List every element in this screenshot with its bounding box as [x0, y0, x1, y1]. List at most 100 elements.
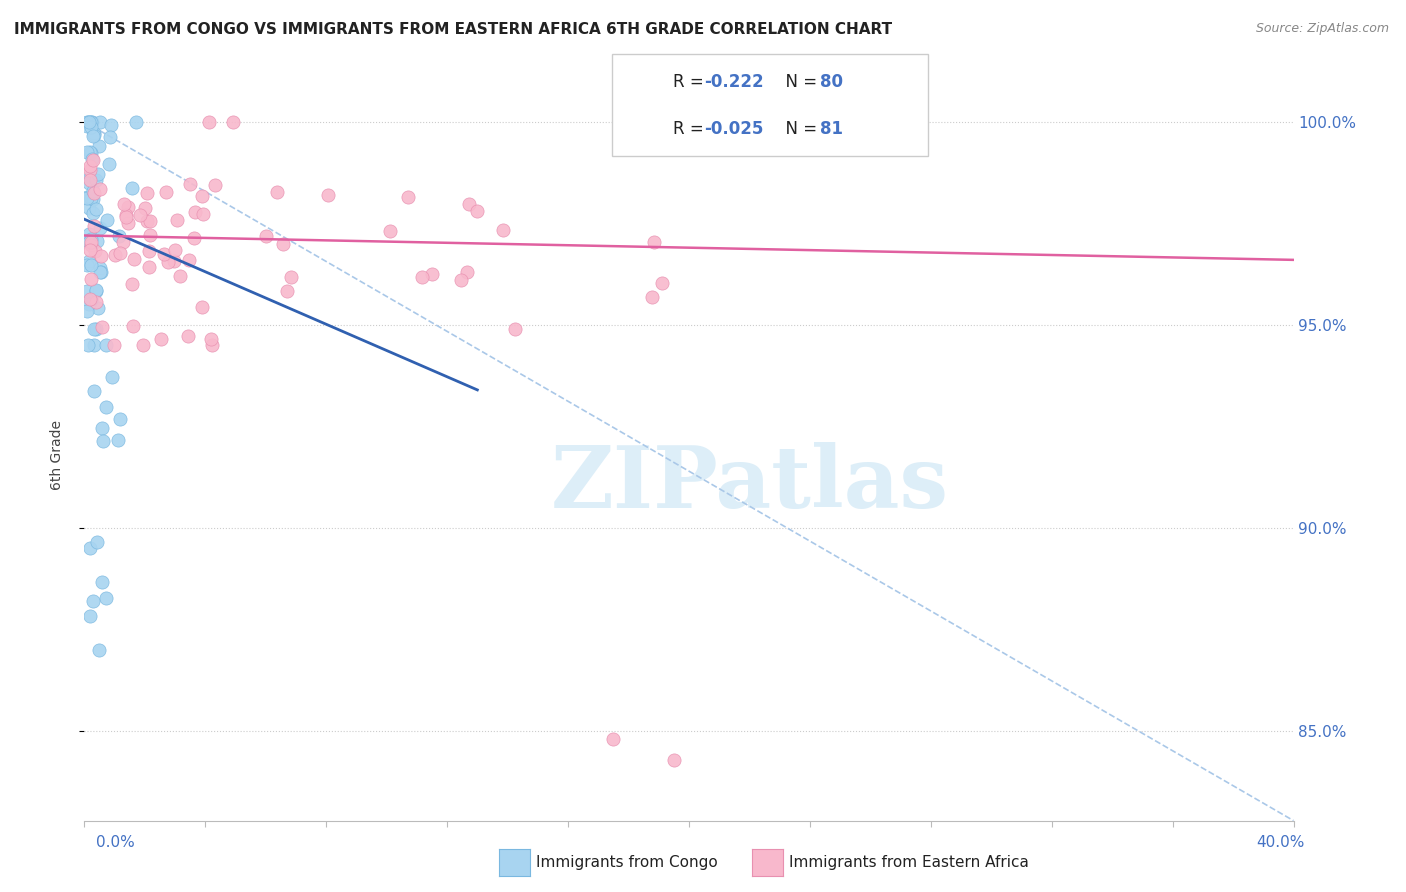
- Point: [104, 248, 127, 262]
- Point: [103, 338, 125, 352]
- Point: [94, 401, 117, 415]
- Text: 81: 81: [820, 120, 842, 138]
- Point: [176, 329, 198, 343]
- Point: [179, 253, 201, 268]
- Point: [83, 384, 105, 398]
- Point: [84, 295, 107, 310]
- Point: [169, 268, 191, 283]
- Point: [79, 608, 101, 623]
- Point: [82, 128, 104, 143]
- Point: [86, 284, 108, 298]
- Point: [136, 214, 159, 228]
- Point: [396, 190, 419, 204]
- Point: [121, 277, 143, 292]
- Point: [458, 197, 481, 211]
- Point: [77, 114, 100, 128]
- Point: [139, 214, 162, 228]
- Point: [79, 235, 101, 250]
- Point: [82, 594, 104, 608]
- Point: [651, 276, 673, 290]
- Point: [80, 292, 103, 306]
- Point: [138, 244, 160, 259]
- Point: [91, 575, 114, 590]
- Point: [80, 145, 103, 160]
- Point: [83, 128, 105, 142]
- Point: [83, 186, 105, 200]
- Point: [83, 321, 105, 335]
- Text: 0.0%: 0.0%: [96, 836, 135, 850]
- Point: [79, 169, 101, 184]
- Point: [82, 206, 104, 220]
- Point: [76, 145, 98, 159]
- Point: [200, 332, 222, 346]
- Text: R =: R =: [673, 120, 710, 138]
- Point: [79, 201, 101, 215]
- Point: [153, 246, 176, 260]
- Point: [86, 535, 108, 549]
- Point: [190, 300, 212, 314]
- Point: [80, 191, 103, 205]
- Point: [89, 114, 111, 128]
- Point: [108, 411, 131, 425]
- Point: [90, 421, 112, 435]
- Point: [87, 301, 110, 315]
- Point: [135, 186, 157, 200]
- Point: [420, 268, 443, 282]
- Point: [84, 173, 107, 187]
- Point: [465, 203, 488, 218]
- Point: [79, 243, 101, 257]
- Point: [87, 168, 110, 182]
- Point: [138, 260, 160, 275]
- Text: IMMIGRANTS FROM CONGO VS IMMIGRANTS FROM EASTERN AFRICA 6TH GRADE CORRELATION CH: IMMIGRANTS FROM CONGO VS IMMIGRANTS FROM…: [14, 22, 893, 37]
- Point: [80, 232, 103, 246]
- Point: [456, 265, 478, 279]
- Point: [165, 243, 187, 257]
- Point: [149, 332, 172, 346]
- Point: [134, 202, 156, 216]
- Point: [318, 187, 340, 202]
- Point: [411, 270, 433, 285]
- Point: [82, 114, 104, 128]
- Point: [79, 173, 101, 187]
- Point: [83, 126, 105, 140]
- Point: [101, 370, 124, 384]
- Point: [84, 321, 107, 335]
- Point: [114, 196, 136, 211]
- Point: [89, 265, 111, 279]
- Point: [155, 185, 177, 199]
- Point: [80, 293, 103, 307]
- Point: [76, 338, 98, 352]
- Point: [76, 303, 98, 318]
- Point: [179, 177, 201, 191]
- Point: [86, 234, 108, 248]
- Point: [132, 338, 155, 352]
- Point: [115, 208, 138, 222]
- Point: [198, 114, 221, 128]
- Point: [89, 260, 111, 275]
- Point: [79, 163, 101, 178]
- Text: -0.025: -0.025: [704, 120, 763, 138]
- Point: [89, 643, 111, 657]
- Point: [80, 235, 103, 249]
- Point: [79, 541, 101, 556]
- Point: [76, 191, 98, 205]
- Point: [450, 273, 472, 287]
- Point: [139, 228, 162, 243]
- Point: [110, 246, 132, 260]
- Point: [115, 211, 138, 225]
- Point: [76, 114, 98, 128]
- Point: [96, 591, 118, 605]
- Point: [87, 139, 110, 153]
- Point: [89, 182, 111, 196]
- Text: 40.0%: 40.0%: [1257, 836, 1305, 850]
- Point: [77, 227, 100, 241]
- Point: [266, 185, 288, 199]
- Point: [84, 284, 107, 298]
- Point: [107, 434, 129, 448]
- Point: [90, 265, 112, 279]
- Point: [184, 205, 207, 219]
- Point: [108, 228, 131, 243]
- Point: [76, 119, 98, 133]
- Text: 80: 80: [820, 73, 842, 91]
- Point: [221, 114, 243, 128]
